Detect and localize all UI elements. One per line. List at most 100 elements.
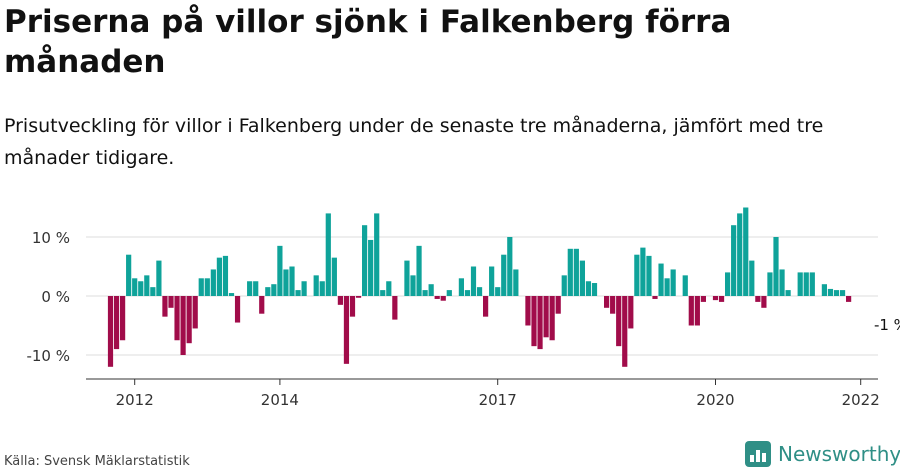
brand-name: Newsworthy	[778, 442, 900, 466]
bar	[319, 281, 325, 296]
bar	[797, 272, 803, 296]
bar	[434, 296, 440, 299]
bar	[380, 290, 386, 296]
bar-chart: 10 % 0 % -10 % 2012 2014 2017 2020 2022 -1 %	[26, 207, 900, 409]
bar	[682, 275, 688, 296]
bar	[325, 213, 331, 296]
bar	[120, 296, 126, 341]
bar	[785, 290, 791, 296]
bar	[168, 296, 174, 308]
bar	[144, 275, 150, 296]
bar	[803, 272, 809, 296]
bar	[174, 296, 180, 341]
bar	[616, 296, 622, 347]
bar	[313, 275, 319, 296]
bar	[222, 255, 229, 296]
bar	[277, 245, 283, 296]
bar	[525, 296, 531, 326]
bar	[579, 260, 585, 296]
bar	[779, 269, 785, 296]
bar	[355, 296, 362, 298]
bar	[210, 269, 216, 296]
bar	[476, 287, 483, 296]
bar	[610, 296, 616, 314]
bar	[767, 272, 773, 296]
bar	[265, 287, 271, 296]
bar	[737, 213, 743, 296]
bar	[846, 296, 852, 302]
bar	[343, 296, 350, 364]
bar	[640, 247, 646, 296]
bar	[718, 296, 725, 302]
bar	[495, 287, 501, 296]
bar	[107, 296, 114, 367]
x-tick-label: 2017	[479, 391, 517, 409]
bar	[483, 296, 489, 317]
bar	[186, 296, 192, 344]
last-value-label: -1 %	[874, 316, 900, 334]
bar	[132, 278, 138, 296]
bar	[622, 296, 628, 367]
bar	[162, 296, 168, 317]
bar	[489, 266, 495, 296]
bar	[755, 296, 761, 302]
bar	[464, 290, 471, 296]
bar	[634, 254, 640, 296]
bar	[440, 296, 446, 301]
bar	[658, 263, 664, 296]
bar	[295, 290, 301, 296]
bar	[712, 296, 719, 301]
bar	[138, 281, 144, 296]
bar	[446, 290, 452, 296]
bar	[156, 260, 162, 296]
bar	[561, 275, 567, 296]
bar	[664, 278, 670, 296]
bar	[591, 283, 598, 296]
bar	[247, 281, 253, 296]
bar	[531, 296, 537, 347]
brand: Newsworthy	[745, 441, 900, 467]
bar	[543, 296, 549, 338]
bar	[537, 296, 543, 350]
bar	[827, 288, 834, 296]
x-tick-label: 2020	[696, 391, 734, 409]
bar	[585, 281, 592, 296]
bar	[253, 281, 259, 296]
bar	[234, 296, 241, 323]
bar	[513, 269, 519, 296]
y-tick-label: 10 %	[32, 229, 70, 247]
bar	[416, 245, 422, 296]
bar	[113, 296, 120, 350]
newsworthy-logo-icon	[745, 441, 771, 467]
bar	[216, 257, 222, 296]
bar	[374, 213, 380, 296]
bar	[749, 260, 755, 296]
bar	[773, 237, 779, 296]
bar	[422, 290, 428, 296]
bar	[228, 293, 235, 296]
bar	[368, 239, 374, 296]
bar	[731, 225, 737, 296]
chart-title: Priserna på villor sjönk i Falkenberg fö…	[4, 4, 732, 80]
bar	[337, 296, 343, 305]
bar	[386, 281, 392, 296]
bar	[470, 266, 477, 296]
bar	[362, 225, 368, 296]
bar	[725, 272, 731, 296]
bar	[507, 237, 513, 296]
bar	[271, 284, 277, 296]
bar	[839, 290, 846, 296]
bar	[646, 255, 652, 296]
x-tick-label: 2014	[261, 391, 299, 409]
y-tick-label: 0 %	[41, 288, 70, 306]
bar	[604, 296, 610, 308]
bar	[501, 254, 507, 296]
bar	[670, 269, 676, 296]
bar	[204, 278, 210, 296]
bar	[198, 278, 204, 296]
bar	[301, 281, 307, 296]
bar	[404, 260, 410, 296]
bar	[567, 248, 573, 296]
bar	[743, 207, 749, 296]
bar	[628, 296, 634, 329]
